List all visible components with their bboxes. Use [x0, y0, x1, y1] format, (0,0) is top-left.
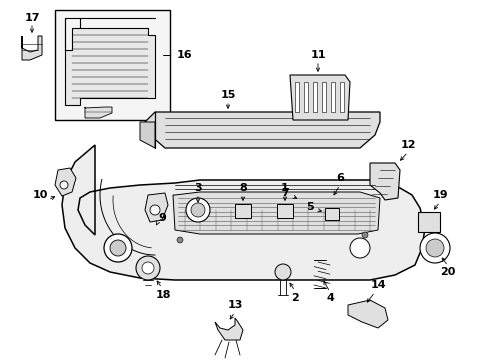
Bar	[312, 82, 316, 112]
Bar	[304, 82, 307, 112]
Circle shape	[177, 237, 183, 243]
Polygon shape	[369, 163, 399, 200]
Text: 6: 6	[335, 173, 343, 183]
Polygon shape	[85, 107, 112, 118]
Bar	[235, 204, 250, 218]
Circle shape	[361, 232, 367, 238]
Polygon shape	[173, 192, 379, 234]
Bar	[294, 82, 298, 112]
Bar	[339, 82, 343, 112]
Text: 20: 20	[439, 267, 455, 277]
Text: 3: 3	[194, 183, 202, 193]
Polygon shape	[55, 168, 76, 196]
Polygon shape	[145, 112, 379, 148]
Text: 15: 15	[220, 90, 235, 100]
Text: 5: 5	[305, 202, 313, 212]
Circle shape	[110, 240, 126, 256]
Text: 4: 4	[325, 293, 333, 303]
Polygon shape	[299, 200, 319, 220]
Text: 2: 2	[290, 293, 298, 303]
Polygon shape	[22, 36, 42, 60]
Text: 12: 12	[400, 140, 415, 150]
Circle shape	[136, 256, 160, 280]
Circle shape	[419, 233, 449, 263]
Bar	[276, 204, 292, 218]
Circle shape	[150, 205, 160, 215]
Text: 10: 10	[32, 190, 48, 200]
Text: 19: 19	[431, 190, 447, 200]
Circle shape	[274, 264, 290, 280]
Text: 11: 11	[309, 50, 325, 60]
Circle shape	[191, 203, 204, 217]
Bar	[321, 82, 325, 112]
Text: 16: 16	[177, 50, 192, 60]
Bar	[55, 10, 170, 120]
Text: 14: 14	[369, 280, 385, 290]
Bar	[417, 212, 439, 232]
Circle shape	[60, 181, 68, 189]
Text: 13: 13	[227, 300, 242, 310]
Text: 1: 1	[281, 183, 288, 193]
Text: 18: 18	[155, 290, 170, 300]
Polygon shape	[62, 145, 424, 280]
Polygon shape	[215, 318, 243, 340]
Polygon shape	[140, 122, 155, 148]
Circle shape	[104, 234, 132, 262]
Circle shape	[425, 239, 443, 257]
Circle shape	[185, 198, 209, 222]
Bar	[321, 198, 341, 216]
Bar	[325, 208, 338, 220]
Text: 17: 17	[24, 13, 40, 23]
Polygon shape	[289, 75, 349, 120]
Bar	[330, 82, 334, 112]
Polygon shape	[347, 300, 387, 328]
Text: 9: 9	[158, 213, 165, 223]
Circle shape	[349, 238, 369, 258]
Text: 7: 7	[281, 188, 288, 198]
Circle shape	[142, 262, 154, 274]
Text: 8: 8	[239, 183, 246, 193]
Polygon shape	[65, 18, 155, 105]
Polygon shape	[145, 193, 168, 222]
